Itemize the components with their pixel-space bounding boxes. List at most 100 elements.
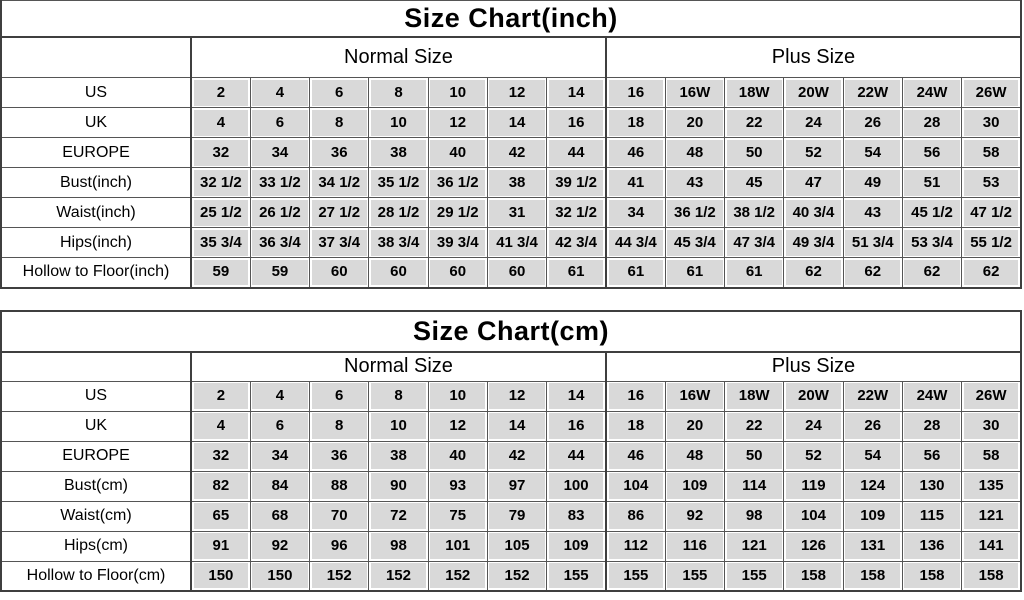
size-cell: 46 [604, 440, 666, 472]
size-cell: 130 [901, 470, 963, 502]
table-row: Hips(cm) 91 92 96 98 101 105 109 112 116 121 126 131… [0, 530, 1022, 562]
size-cell: 18W [724, 77, 785, 108]
size-cell: 152 [427, 560, 488, 592]
size-cell: 116 [664, 530, 726, 562]
size-cell: 38 [368, 440, 429, 472]
size-cell: 86 [604, 500, 666, 532]
row-label: UK [0, 410, 192, 442]
size-cell: 109 [664, 470, 726, 502]
size-cell: 2 [190, 77, 251, 108]
size-cell: 12 [486, 77, 548, 108]
size-cell: 47 3/4 [724, 227, 785, 258]
size-cell: 55 1/2 [961, 227, 1022, 258]
size-cell: 52 [783, 137, 844, 168]
size-cell: 45 [724, 167, 785, 198]
size-cell: 91 [190, 530, 251, 562]
size-cell: 34 [249, 440, 311, 472]
size-cell: 43 [664, 167, 726, 198]
size-cell: 84 [249, 470, 311, 502]
size-cell: 44 3/4 [604, 227, 666, 258]
table-title-row: Size Chart(cm) [0, 310, 1022, 353]
size-cell: 93 [427, 470, 488, 502]
size-cell: 36 [309, 137, 370, 168]
size-cell: 150 [190, 560, 251, 592]
row-label: Hips(cm) [0, 530, 192, 562]
size-cell: 60 [368, 257, 429, 288]
size-cell: 6 [249, 107, 311, 138]
size-cell: 25 1/2 [190, 197, 251, 228]
table-row: Hollow to Floor(cm) 150 150 152 152 152 152 155… [0, 560, 1022, 592]
size-cell: 75 [427, 500, 488, 532]
size-cell: 42 [486, 137, 548, 168]
size-cell: 6 [249, 410, 311, 442]
size-cell: 26 1/2 [249, 197, 311, 228]
size-cell: 22W [842, 380, 903, 412]
size-cell: 40 3/4 [783, 197, 844, 228]
size-cell: 40 [427, 137, 488, 168]
group-header-plus-size: Plus Size [604, 36, 1022, 78]
table-row: Bust(inch) 32 1/2 33 1/2 34 1/2 35 1/2 36 1/2… [0, 167, 1022, 198]
size-cell: 24 [783, 107, 844, 138]
size-cell: 54 [842, 440, 903, 472]
size-cell: 39 1/2 [546, 167, 607, 198]
corner-cell [0, 36, 192, 78]
size-cell: 12 [427, 410, 488, 442]
size-cell: 98 [724, 500, 785, 532]
size-cell: 58 [961, 440, 1022, 472]
size-cell: 16W [664, 380, 726, 412]
column-group-row: Normal Size Plus Size [0, 36, 1022, 78]
size-cell: 79 [486, 500, 548, 532]
size-cell: 47 [783, 167, 844, 198]
size-cell: 121 [961, 500, 1022, 532]
size-cell: 20W [783, 77, 844, 108]
size-cell: 152 [309, 560, 370, 592]
table-row: US 2 4 6 8 10 12 14 16 16W 18W 20W 22W 24W 26W [0, 77, 1022, 108]
size-cell: 10 [427, 77, 488, 108]
size-cell: 121 [724, 530, 785, 562]
size-cell: 155 [546, 560, 607, 592]
size-cell: 16W [664, 77, 726, 108]
size-cell: 30 [961, 107, 1022, 138]
size-cell: 53 3/4 [901, 227, 963, 258]
size-cell: 10 [368, 410, 429, 442]
size-cell: 136 [901, 530, 963, 562]
size-cell: 109 [842, 500, 903, 532]
size-cell: 114 [724, 470, 785, 502]
size-cell: 155 [664, 560, 726, 592]
table-row: Waist(inch) 25 1/2 26 1/2 27 1/2 28 1/2 29 1/… [0, 197, 1022, 228]
table-row: EUROPE 32 34 36 38 40 42 44 46 48 50 52 54 56 58 [0, 137, 1022, 168]
size-cell: 96 [309, 530, 370, 562]
size-chart-cm: Size Chart(cm) Normal Size Plus Size US 2… [0, 310, 1022, 592]
row-label: Bust(inch) [0, 167, 192, 198]
size-cell: 2 [190, 380, 251, 412]
size-cell: 158 [842, 560, 903, 592]
size-cell: 28 [901, 410, 963, 442]
size-cell: 92 [664, 500, 726, 532]
size-cell: 56 [901, 137, 963, 168]
size-cell: 34 [249, 137, 311, 168]
size-cell: 30 [961, 410, 1022, 442]
size-cell: 119 [783, 470, 844, 502]
size-cell: 26W [961, 77, 1022, 108]
size-cell: 88 [309, 470, 370, 502]
size-cell: 98 [368, 530, 429, 562]
table-row: US 2 4 6 8 10 12 14 16 16W 18W 20W 22W 24W 26W [0, 380, 1022, 412]
size-cell: 20 [664, 107, 726, 138]
size-cell: 34 [604, 197, 666, 228]
size-cell: 12 [486, 380, 548, 412]
size-cell: 70 [309, 500, 370, 532]
size-cell: 22W [842, 77, 903, 108]
size-cell: 47 1/2 [961, 197, 1022, 228]
size-cell: 32 [190, 137, 251, 168]
size-chart-cm-table: Size Chart(cm) Normal Size Plus Size US 2… [0, 310, 1022, 592]
table-row: UK 4 6 8 10 12 14 16 18 20 22 24 26 28 30 [0, 410, 1022, 442]
table-row: UK 4 6 8 10 12 14 16 18 20 22 24 26 28 30 [0, 107, 1022, 138]
row-label: EUROPE [0, 440, 192, 472]
row-label: Hips(inch) [0, 227, 192, 258]
size-cell: 38 [486, 167, 548, 198]
size-cell: 24W [901, 380, 963, 412]
table-title: Size Chart(cm) [0, 310, 1022, 353]
size-cell: 14 [486, 410, 548, 442]
size-cell: 62 [901, 257, 963, 288]
size-cell: 48 [664, 440, 726, 472]
